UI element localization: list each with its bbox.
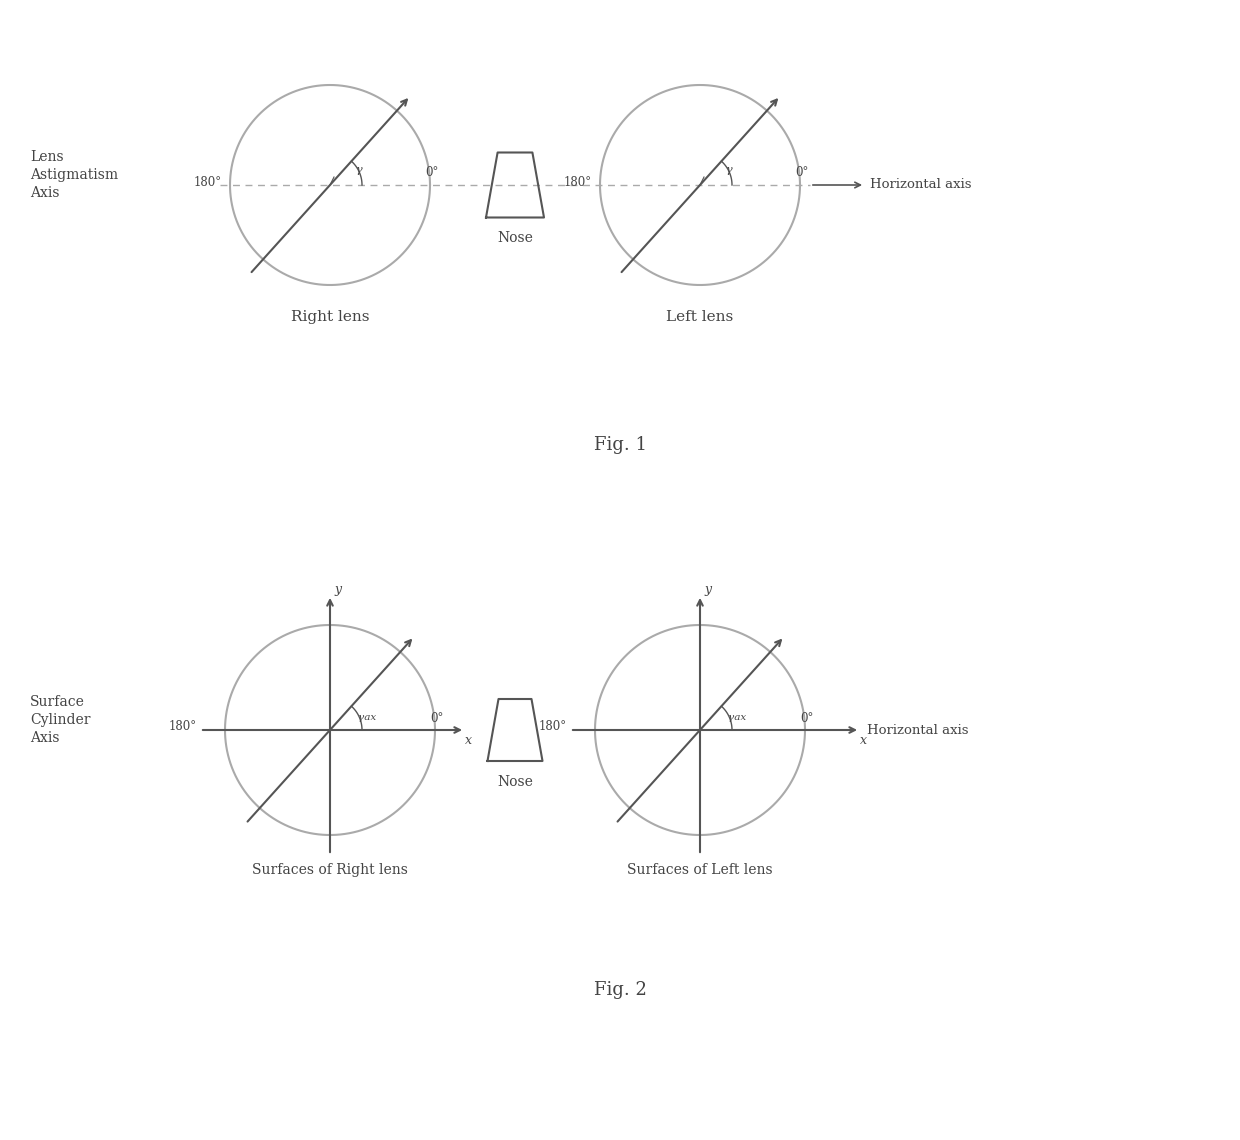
Text: Surface
Cylinder
Axis: Surface Cylinder Axis [30, 694, 91, 746]
Text: 180°: 180° [539, 720, 567, 733]
Text: Nose: Nose [497, 775, 533, 789]
Text: Lens
Astigmatism
Axis: Lens Astigmatism Axis [30, 149, 118, 201]
Text: 0°: 0° [430, 711, 444, 725]
Text: 180°: 180° [193, 176, 222, 188]
Text: 0°: 0° [800, 711, 813, 725]
Text: x: x [859, 733, 867, 747]
Text: 0°: 0° [795, 166, 808, 179]
Text: Horizontal axis: Horizontal axis [870, 179, 971, 192]
Text: Nose: Nose [497, 231, 533, 245]
Text: γax: γax [358, 712, 376, 722]
Text: Horizontal axis: Horizontal axis [867, 724, 968, 736]
Text: 180°: 180° [564, 176, 591, 188]
Text: 180°: 180° [169, 720, 197, 733]
Text: Surfaces of Right lens: Surfaces of Right lens [252, 863, 408, 877]
Text: y: y [704, 584, 712, 596]
Text: Fig. 2: Fig. 2 [594, 982, 646, 999]
Text: Left lens: Left lens [666, 310, 734, 324]
Text: γax: γax [728, 712, 746, 722]
Text: 0°: 0° [425, 166, 439, 179]
Text: γ: γ [356, 165, 362, 176]
Text: y: y [335, 584, 341, 596]
Text: Right lens: Right lens [290, 310, 370, 324]
Text: Surfaces of Left lens: Surfaces of Left lens [627, 863, 773, 877]
Text: x: x [465, 733, 471, 747]
Text: γ: γ [725, 165, 733, 176]
Text: Fig. 1: Fig. 1 [594, 435, 646, 454]
